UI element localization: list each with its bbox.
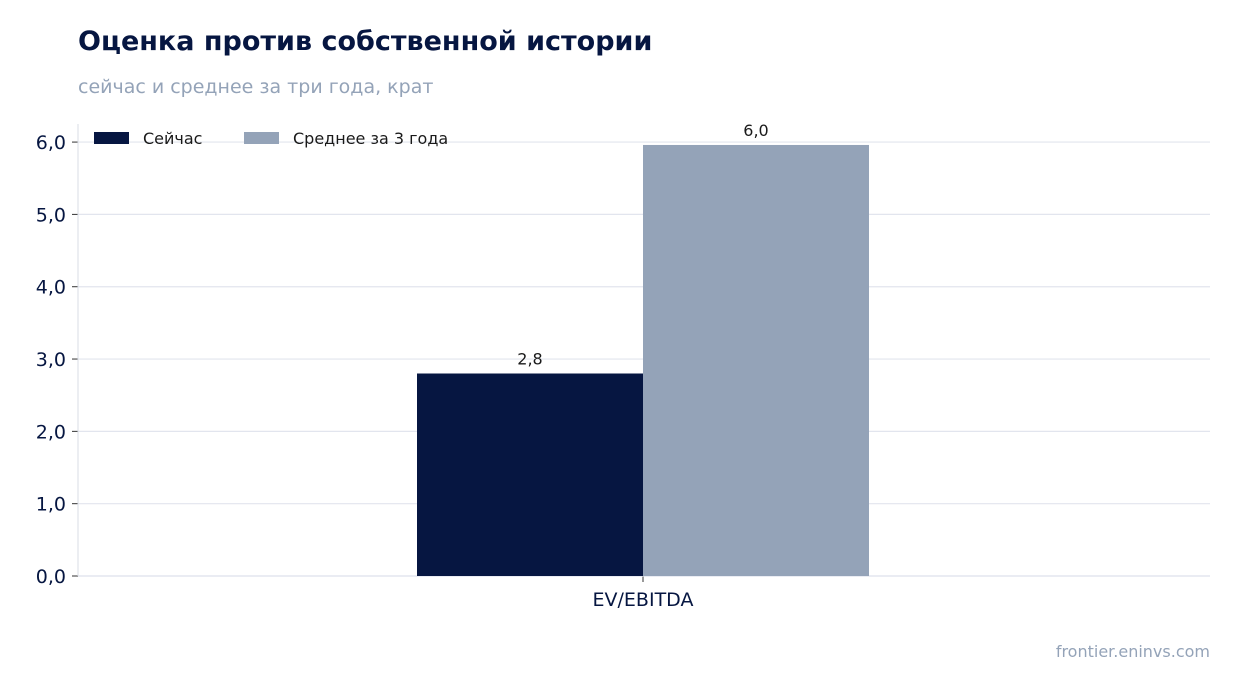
y-tick-label: 6,0 xyxy=(36,132,66,154)
legend-label: Сейчас xyxy=(143,129,202,148)
y-tick-label: 1,0 xyxy=(36,494,66,516)
y-tick-label: 5,0 xyxy=(36,204,66,226)
labels-layer: 2,8 6,0 xyxy=(517,121,768,369)
x-tick-label: EV/EBITDA xyxy=(593,589,694,611)
bars-layer xyxy=(417,144,869,577)
y-tick-label: 4,0 xyxy=(36,277,66,299)
legend-swatch xyxy=(94,132,129,144)
axis-layer: 0,0 1,0 2,0 3,0 4,0 5,0 6,0 EV/EBITDA xyxy=(36,124,1210,611)
y-tick-label: 0,0 xyxy=(36,566,66,588)
data-label: 6,0 xyxy=(743,121,768,140)
source-footnote: frontier.eninvs.com xyxy=(1055,642,1210,661)
chart-subtitle: сейчас и среднее за три года, крат xyxy=(78,76,434,98)
legend-label: Среднее за 3 года xyxy=(293,129,448,148)
y-tick-label: 2,0 xyxy=(36,421,66,443)
bar-now xyxy=(417,373,643,576)
legend: Сейчас Среднее за 3 года xyxy=(94,129,448,148)
chart-title: Оценка против собственной истории xyxy=(78,26,653,57)
bar-avg xyxy=(643,144,869,577)
legend-swatch xyxy=(244,132,279,144)
data-label: 2,8 xyxy=(517,350,542,369)
y-tick-label: 3,0 xyxy=(36,349,66,371)
